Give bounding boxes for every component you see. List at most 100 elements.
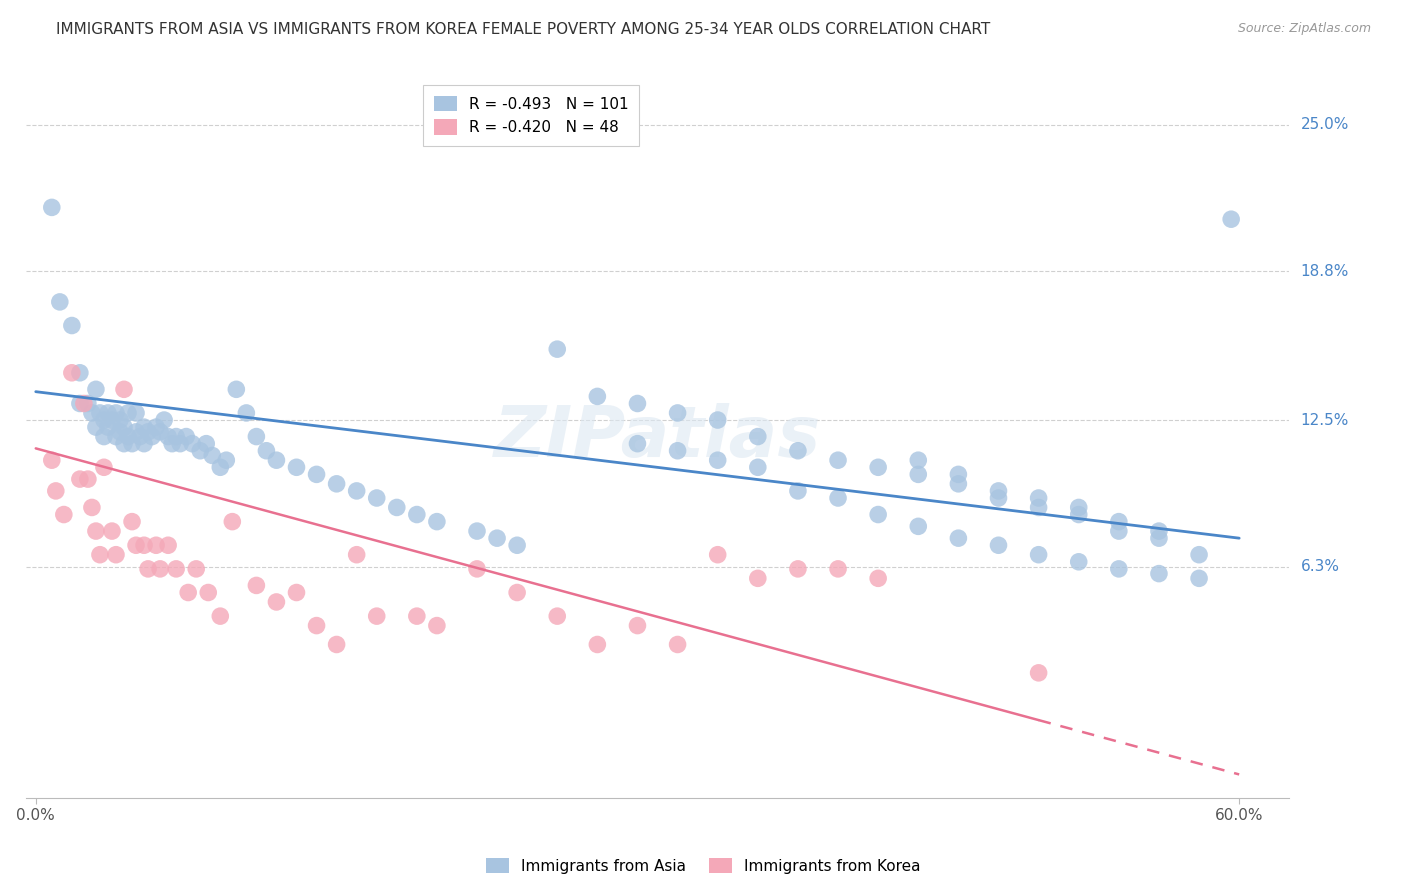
Point <box>157 429 180 443</box>
Point <box>868 508 890 522</box>
Text: 18.8%: 18.8% <box>1301 264 1348 278</box>
Point <box>305 467 328 482</box>
Point <box>145 420 167 434</box>
Point <box>706 548 728 562</box>
Point <box>117 429 139 443</box>
Point <box>197 585 219 599</box>
Point <box>366 491 388 505</box>
Point <box>285 585 308 599</box>
Point <box>69 472 91 486</box>
Point <box>136 562 159 576</box>
Point <box>41 200 63 214</box>
Point <box>827 453 849 467</box>
Point <box>987 483 1010 498</box>
Point <box>506 585 529 599</box>
Text: 25.0%: 25.0% <box>1301 117 1348 132</box>
Point <box>108 413 131 427</box>
Point <box>626 396 648 410</box>
Point <box>706 413 728 427</box>
Legend: R = -0.493   N = 101, R = -0.420   N = 48: R = -0.493 N = 101, R = -0.420 N = 48 <box>423 85 640 146</box>
Point <box>104 548 127 562</box>
Point <box>132 420 155 434</box>
Point <box>1147 531 1170 545</box>
Point <box>225 382 247 396</box>
Point <box>254 443 277 458</box>
Point <box>266 453 288 467</box>
Point <box>104 429 127 443</box>
Point <box>1067 500 1090 515</box>
Point <box>80 406 103 420</box>
Point <box>101 524 124 538</box>
Point <box>787 443 810 458</box>
Point <box>174 429 197 443</box>
Point <box>165 562 187 576</box>
Point <box>125 538 148 552</box>
Point <box>97 420 120 434</box>
Point <box>787 483 810 498</box>
Point <box>181 436 204 450</box>
Point <box>1108 562 1130 576</box>
Point <box>1067 508 1090 522</box>
Point <box>93 429 115 443</box>
Point <box>426 515 449 529</box>
Point <box>787 562 810 576</box>
Point <box>245 578 267 592</box>
Point <box>209 609 232 624</box>
Point <box>77 396 100 410</box>
Point <box>706 453 728 467</box>
Point <box>112 420 135 434</box>
Point <box>586 389 609 403</box>
Legend: Immigrants from Asia, Immigrants from Korea: Immigrants from Asia, Immigrants from Ko… <box>479 852 927 880</box>
Point <box>666 406 689 420</box>
Point <box>1147 566 1170 581</box>
Point <box>209 460 232 475</box>
Point <box>907 453 929 467</box>
Point <box>486 531 509 545</box>
Point <box>465 524 488 538</box>
Point <box>69 396 91 410</box>
Point <box>89 406 111 420</box>
Point <box>186 562 208 576</box>
Point <box>52 508 75 522</box>
Point <box>49 294 72 309</box>
Point <box>626 436 648 450</box>
Point <box>235 406 257 420</box>
Point <box>149 562 172 576</box>
Point <box>426 618 449 632</box>
Point <box>165 429 187 443</box>
Point <box>907 519 929 533</box>
Point <box>325 476 347 491</box>
Point <box>546 342 568 356</box>
Point <box>41 453 63 467</box>
Point <box>1028 491 1050 505</box>
Point <box>93 413 115 427</box>
Point <box>1108 515 1130 529</box>
Point <box>84 382 107 396</box>
Point <box>145 538 167 552</box>
Point <box>747 571 769 585</box>
Point <box>157 538 180 552</box>
Point <box>215 453 238 467</box>
Point <box>948 531 970 545</box>
Point <box>84 524 107 538</box>
Point <box>586 638 609 652</box>
Point <box>465 562 488 576</box>
Point <box>366 609 388 624</box>
Point <box>1147 524 1170 538</box>
Point <box>121 515 143 529</box>
Point <box>285 460 308 475</box>
Point <box>177 585 200 599</box>
Point <box>221 515 243 529</box>
Text: IMMIGRANTS FROM ASIA VS IMMIGRANTS FROM KOREA FEMALE POVERTY AMONG 25-34 YEAR OL: IMMIGRANTS FROM ASIA VS IMMIGRANTS FROM … <box>56 22 990 37</box>
Point <box>405 508 427 522</box>
Point <box>97 406 120 420</box>
Point <box>89 548 111 562</box>
Point <box>104 406 127 420</box>
Point <box>948 476 970 491</box>
Point <box>77 472 100 486</box>
Point <box>245 429 267 443</box>
Point <box>325 638 347 652</box>
Point <box>117 406 139 420</box>
Point <box>201 449 224 463</box>
Point <box>1108 524 1130 538</box>
